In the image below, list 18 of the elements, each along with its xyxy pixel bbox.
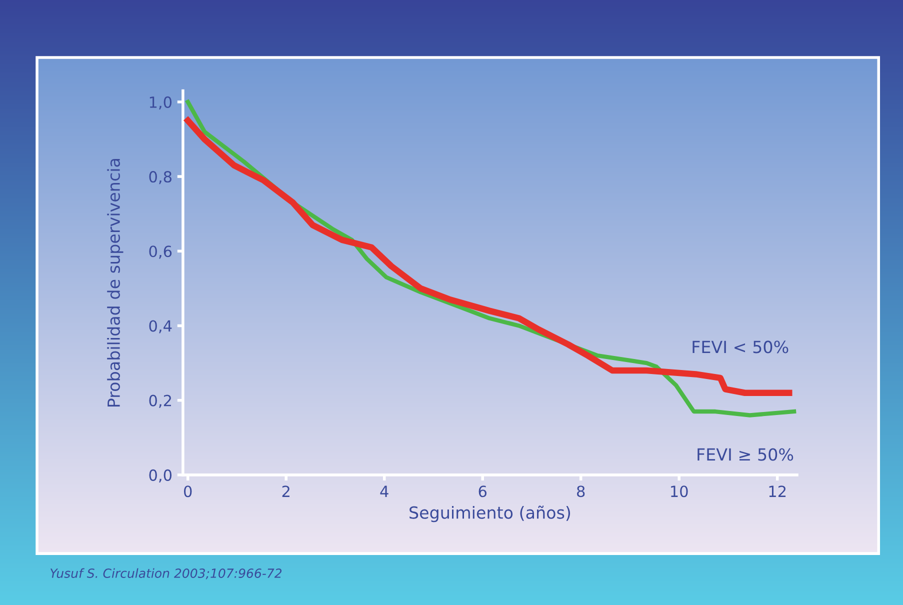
x-tick-label: 6: [478, 486, 486, 498]
y-tick-label: 0,8: [149, 171, 172, 184]
y-tick-label: 0,2: [149, 394, 171, 408]
x-axis-title: Seguimiento (años): [410, 506, 570, 522]
x-tick-label: 8: [577, 486, 585, 498]
x-tick-label: 12: [769, 486, 786, 497]
y-tick-label: 1,0: [150, 96, 172, 110]
x-tick-label: 4: [380, 486, 388, 497]
series-label: FEVI < 50%: [692, 340, 788, 354]
text: Yusuf S. Circulation 2003;107:966-72: [50, 568, 282, 580]
text: FEVI ≥ 50%: [698, 448, 794, 461]
x-tick-label: 10: [671, 486, 688, 498]
y-tick-label: 0,4: [149, 320, 172, 334]
y-tick-label: 0,6: [149, 246, 172, 259]
y-tick-label: 0,0: [149, 469, 172, 483]
x-tick-label: 0: [184, 486, 192, 498]
x-tick-label: 2: [282, 486, 290, 497]
y-axis-title: Probabilidad de supervivencia: [107, 159, 124, 407]
